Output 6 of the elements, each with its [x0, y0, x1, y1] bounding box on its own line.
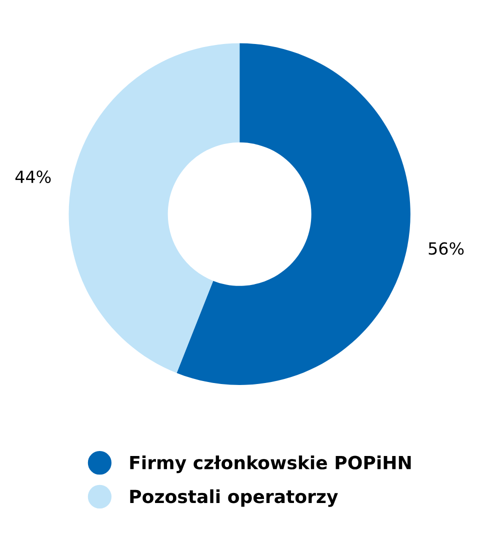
data-label: 56% — [428, 242, 464, 255]
data-label: 44% — [15, 170, 51, 184]
legend-label: Pozostali operatorzy — [130, 489, 338, 507]
legend-label: Firmy członkowskie POPiHN — [130, 455, 411, 474]
donut-slice — [68, 43, 240, 373]
donut-slice — [176, 43, 410, 385]
